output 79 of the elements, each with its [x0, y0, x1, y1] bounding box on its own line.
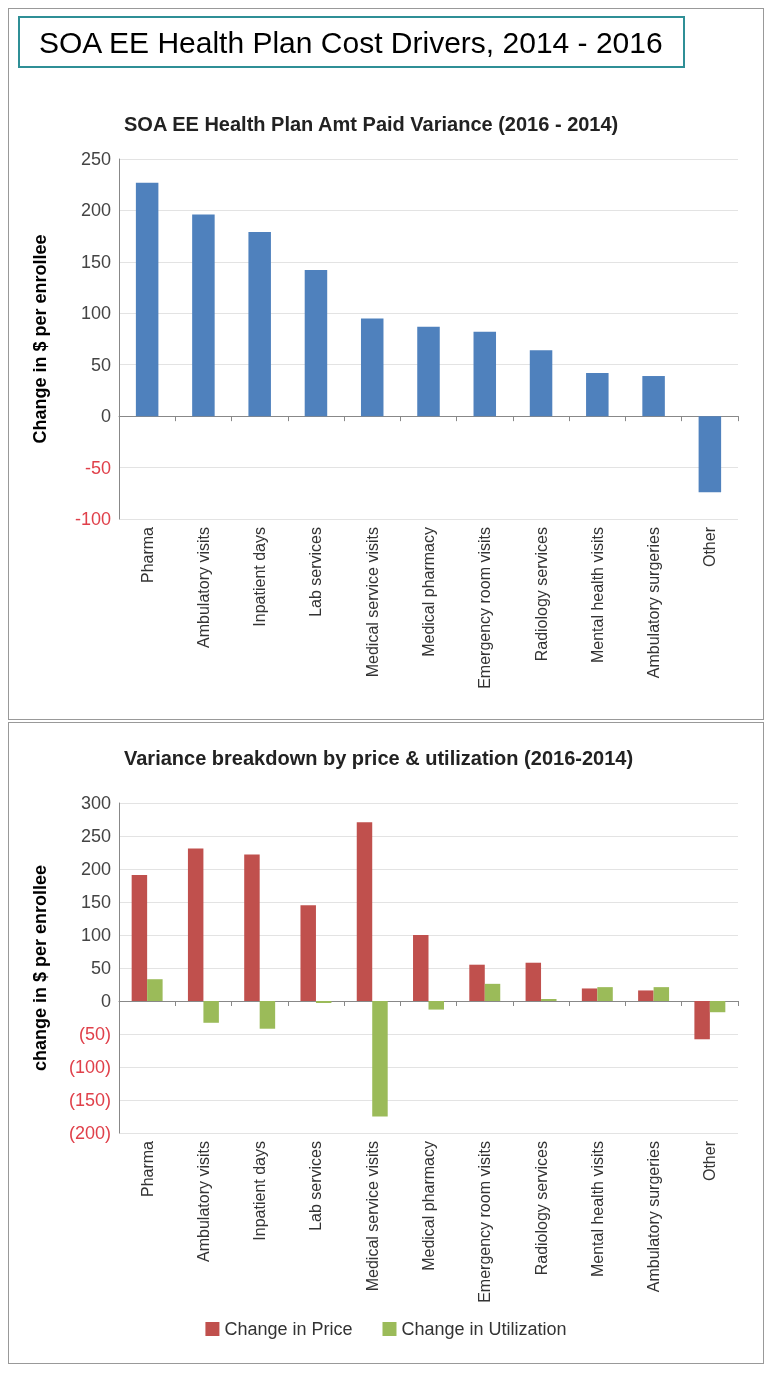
bar [203, 1001, 219, 1023]
bar [597, 987, 613, 1001]
bar [304, 270, 328, 417]
bar [259, 1001, 276, 1029]
bar [135, 182, 159, 417]
y-tick-label: 100 [80, 303, 111, 324]
x-tick-label: Inpatient days [251, 1141, 269, 1241]
bar [192, 214, 215, 417]
y-tick-label: (50) [78, 1024, 111, 1044]
x-tick-label: Mental health visits [588, 1141, 606, 1278]
x-tick-label: Pharma [138, 526, 156, 584]
bar [244, 854, 260, 1001]
y-tick-label: 250 [80, 149, 111, 169]
x-tick-label: Inpatient days [251, 527, 269, 627]
bar [473, 331, 497, 417]
legend-label: Change in Utilization [401, 1319, 567, 1339]
bar [356, 822, 373, 1001]
bar [525, 962, 542, 1001]
bar [709, 1001, 726, 1013]
x-tick-label: Medical service visits [363, 1141, 381, 1292]
chart-title: Variance breakdown by price & utilization (2016-2014) [124, 747, 634, 769]
y-axis-title: change in $ per enrollee [30, 864, 50, 1072]
bar [360, 318, 384, 417]
y-tick-label: 150 [80, 251, 111, 272]
bar [417, 326, 440, 417]
y-tick-label: 0 [100, 406, 111, 427]
x-tick-label: Medical pharmacy [420, 527, 437, 657]
y-tick-label: (150) [68, 1090, 111, 1110]
x-tick-label: Lab services [307, 1141, 325, 1231]
y-tick-label: 300 [80, 793, 111, 813]
bar [300, 905, 316, 1001]
y-axis-title: Change in $ per enrollee [30, 234, 50, 444]
y-tick-label: -50 [84, 457, 111, 478]
bar [248, 232, 271, 417]
y-tick-label: 100 [80, 925, 111, 945]
bar [428, 1001, 444, 1010]
bar [187, 848, 204, 1001]
bar [372, 1001, 388, 1117]
y-tick-label: (200) [68, 1123, 111, 1143]
y-tick-label: -100 [74, 509, 111, 529]
bar [653, 987, 670, 1001]
x-tick-label: Emergency room visits [476, 527, 494, 689]
bar [147, 979, 163, 1001]
y-tick-label: 150 [80, 892, 111, 912]
x-tick-label: Lab services [307, 527, 325, 617]
x-tick-label: Ambulatory visits [194, 527, 212, 648]
y-tick-label: (100) [68, 1057, 111, 1077]
legend-label: Change in Price [224, 1319, 353, 1339]
chart-subtitle: SOA EE Health Plan Amt Paid Variance (2016 - 2014) [124, 113, 619, 135]
y-tick-label: 200 [80, 200, 111, 221]
y-tick-label: 200 [80, 859, 111, 879]
y-tick-label: 50 [90, 354, 111, 375]
x-tick-label: Ambulatory surgeries [645, 527, 663, 679]
bar [484, 983, 501, 1001]
bar [642, 376, 665, 417]
x-tick-label: Ambulatory visits [194, 1141, 212, 1262]
x-tick-label: Pharma [138, 1140, 156, 1198]
x-tick-label: Ambulatory surgeries [645, 1141, 663, 1293]
bar [581, 988, 598, 1001]
x-tick-label: Emergency room visits [476, 1141, 494, 1303]
x-tick-label: Other [701, 1140, 719, 1182]
bar [469, 964, 485, 1001]
bar [131, 874, 148, 1001]
chart-title: SOA EE Health Plan Cost Drivers, 2014 - 2016 [39, 25, 663, 59]
x-tick-label: Radiology services [532, 1141, 550, 1276]
x-tick-label: Radiology services [532, 527, 550, 662]
y-tick-label: 250 [80, 826, 111, 846]
bar [694, 1001, 710, 1040]
bar [529, 350, 553, 417]
x-tick-label: Medical pharmacy [420, 1141, 437, 1271]
y-tick-label: 50 [90, 958, 111, 978]
bar [638, 990, 654, 1001]
y-tick-label: 0 [100, 991, 111, 1011]
x-tick-label: Medical service visits [363, 527, 381, 678]
bar [698, 416, 722, 493]
x-tick-label: Other [701, 526, 719, 568]
bar [413, 935, 429, 1001]
bar [586, 372, 609, 417]
x-tick-label: Mental health visits [588, 527, 606, 664]
